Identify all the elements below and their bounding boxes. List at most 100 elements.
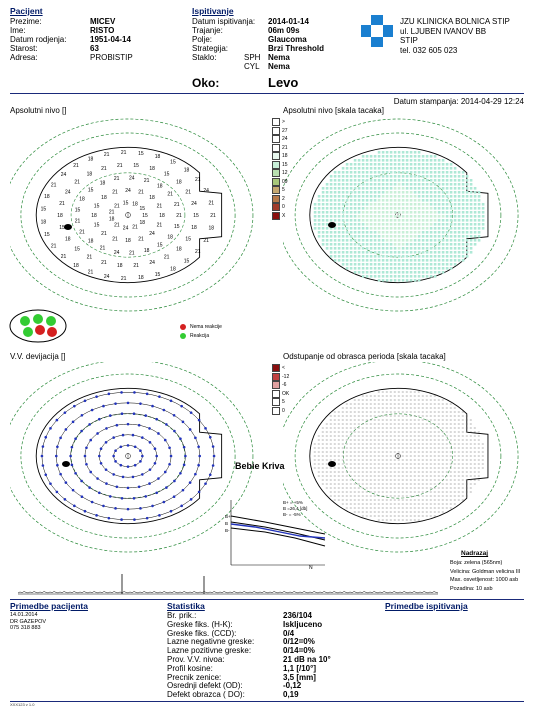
value-field: Glaucoma xyxy=(268,35,307,44)
deviation-point xyxy=(173,479,176,483)
threshold-value: 21 xyxy=(195,249,201,255)
scale-cell xyxy=(397,183,401,186)
scale-cell xyxy=(333,235,337,238)
scale-cell xyxy=(365,207,369,210)
scale-cell xyxy=(425,235,429,238)
scale-cell xyxy=(433,175,437,178)
scale-cell xyxy=(361,159,365,162)
scale-cell xyxy=(413,167,417,170)
field-boundary xyxy=(309,146,489,284)
threshold-value: 18 xyxy=(167,234,173,240)
scale-cell xyxy=(333,195,337,198)
scale-cell xyxy=(457,207,461,210)
field-outer-ring-1 xyxy=(283,118,519,312)
scale-cell xyxy=(409,203,413,206)
scale-cell xyxy=(325,231,329,234)
deviation-point xyxy=(133,391,136,394)
scale-cell xyxy=(421,231,425,234)
scale-cell xyxy=(473,219,477,222)
deviation-point xyxy=(148,427,151,430)
scale-cell xyxy=(441,259,445,262)
scale-cell xyxy=(417,247,421,250)
red-dot-icon xyxy=(180,324,186,330)
scale-cell xyxy=(413,275,417,278)
scale-cell xyxy=(437,259,441,262)
scale-cell xyxy=(313,211,317,214)
scale-cell xyxy=(357,239,361,242)
scale-cell xyxy=(421,259,425,262)
scale-cell xyxy=(345,163,349,166)
threshold-value: 18 xyxy=(91,213,97,219)
scale-cell xyxy=(397,175,401,178)
scale-cell xyxy=(361,167,365,170)
scale-cell xyxy=(433,159,437,162)
threshold-value: 18 xyxy=(149,166,155,172)
scale-cell xyxy=(409,251,413,254)
scale-cell xyxy=(465,255,469,258)
threshold-value: 18 xyxy=(140,220,146,226)
scale-cell xyxy=(441,199,445,202)
scale-cell xyxy=(481,207,485,210)
scale-cell xyxy=(465,215,469,218)
scale-cell xyxy=(381,227,385,230)
deviation-point xyxy=(126,465,130,468)
scale-cell xyxy=(457,215,461,218)
scale-cell xyxy=(449,239,453,242)
threshold-value: 21 xyxy=(101,260,107,266)
scale-cell xyxy=(349,207,353,210)
scale-cell xyxy=(413,263,417,266)
scale-cell xyxy=(397,163,401,166)
scale-cell xyxy=(405,195,409,198)
scale-cell xyxy=(477,203,481,206)
bebie-curve-chart: B+ B B- N B+ = +5% B =26,4 [db] B- = -5% xyxy=(225,500,326,570)
scale-cell xyxy=(437,231,441,234)
scale-cell xyxy=(373,267,377,270)
scale-cell xyxy=(425,263,429,266)
eye-label: Oko: xyxy=(192,76,220,90)
threshold-value: 18 xyxy=(144,248,150,254)
scale-cell xyxy=(361,271,365,274)
legend-label: OK xyxy=(282,390,290,397)
scale-cell xyxy=(357,163,361,166)
scale-cell xyxy=(317,215,321,218)
scale-cell xyxy=(377,219,381,222)
clinic-line-2: ul. LJUBEN IVANOV BB xyxy=(400,26,487,36)
scale-cell xyxy=(433,215,437,218)
scale-cell xyxy=(417,251,421,254)
scale-cell xyxy=(393,239,397,242)
scale-cell xyxy=(373,247,377,250)
scale-cell xyxy=(409,199,413,202)
legend-label: > xyxy=(282,119,285,126)
blind-spot xyxy=(62,461,70,467)
scale-cell xyxy=(321,235,325,238)
scale-cell xyxy=(465,195,469,198)
scale-cell xyxy=(417,155,421,158)
scale-cell xyxy=(405,251,409,254)
scale-cell xyxy=(449,219,453,222)
scale-cell xyxy=(373,211,377,214)
scale-cell xyxy=(405,267,409,270)
deviation-point xyxy=(141,454,144,458)
scale-cell xyxy=(465,243,469,246)
scale-cell xyxy=(393,275,397,278)
scale-cell xyxy=(369,247,373,250)
scale-cell xyxy=(413,203,417,206)
scale-cell xyxy=(321,231,325,234)
scale-cell xyxy=(401,199,405,202)
scale-cell xyxy=(453,235,457,238)
scale-cell xyxy=(377,155,381,158)
scale-cell xyxy=(457,227,461,230)
threshold-value: 24 xyxy=(129,175,135,181)
scale-cell xyxy=(353,223,357,226)
scale-cell xyxy=(469,223,473,226)
scale-cell xyxy=(357,251,361,254)
deviation-point xyxy=(104,441,108,444)
scale-cell xyxy=(425,267,429,270)
scale-cell xyxy=(373,195,377,198)
bebie-axis-bplus: B+ xyxy=(225,514,231,519)
scale-cell xyxy=(369,163,373,166)
scale-cell xyxy=(433,167,437,170)
deviation-point xyxy=(89,438,93,442)
scale-cell xyxy=(381,195,385,198)
scale-cell xyxy=(393,167,397,170)
